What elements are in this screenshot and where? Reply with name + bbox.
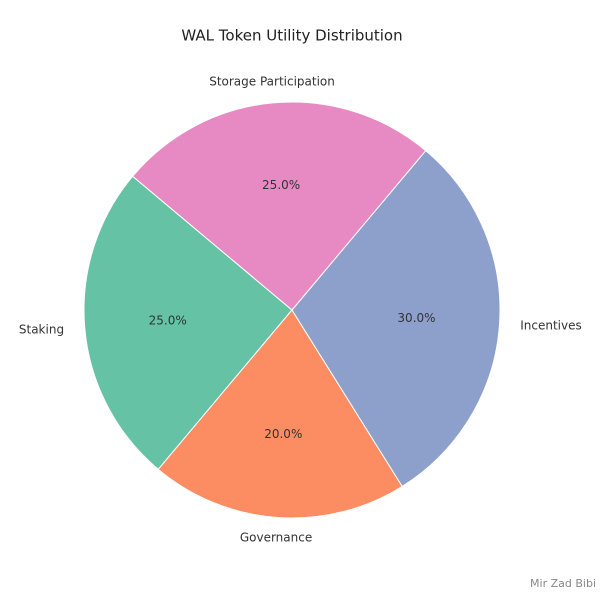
- pie-slice: [291, 149, 501, 488]
- pie-slice: [131, 101, 427, 311]
- slice-label: Governance: [240, 531, 312, 545]
- slice-label: Storage Participation: [209, 75, 335, 89]
- watermark: Mir Zad Bibi: [530, 577, 596, 590]
- pie-slice: [157, 309, 403, 519]
- chart-title: WAL Token Utility Distribution: [181, 27, 402, 45]
- slice-label: Incentives: [520, 318, 582, 332]
- value-label: 25.0%: [149, 313, 187, 327]
- value-label: 25.0%: [262, 178, 300, 192]
- value-label: 20.0%: [264, 427, 302, 441]
- pie-slice: [83, 175, 293, 471]
- slice-label: Staking: [19, 322, 64, 336]
- value-label: 30.0%: [397, 311, 435, 325]
